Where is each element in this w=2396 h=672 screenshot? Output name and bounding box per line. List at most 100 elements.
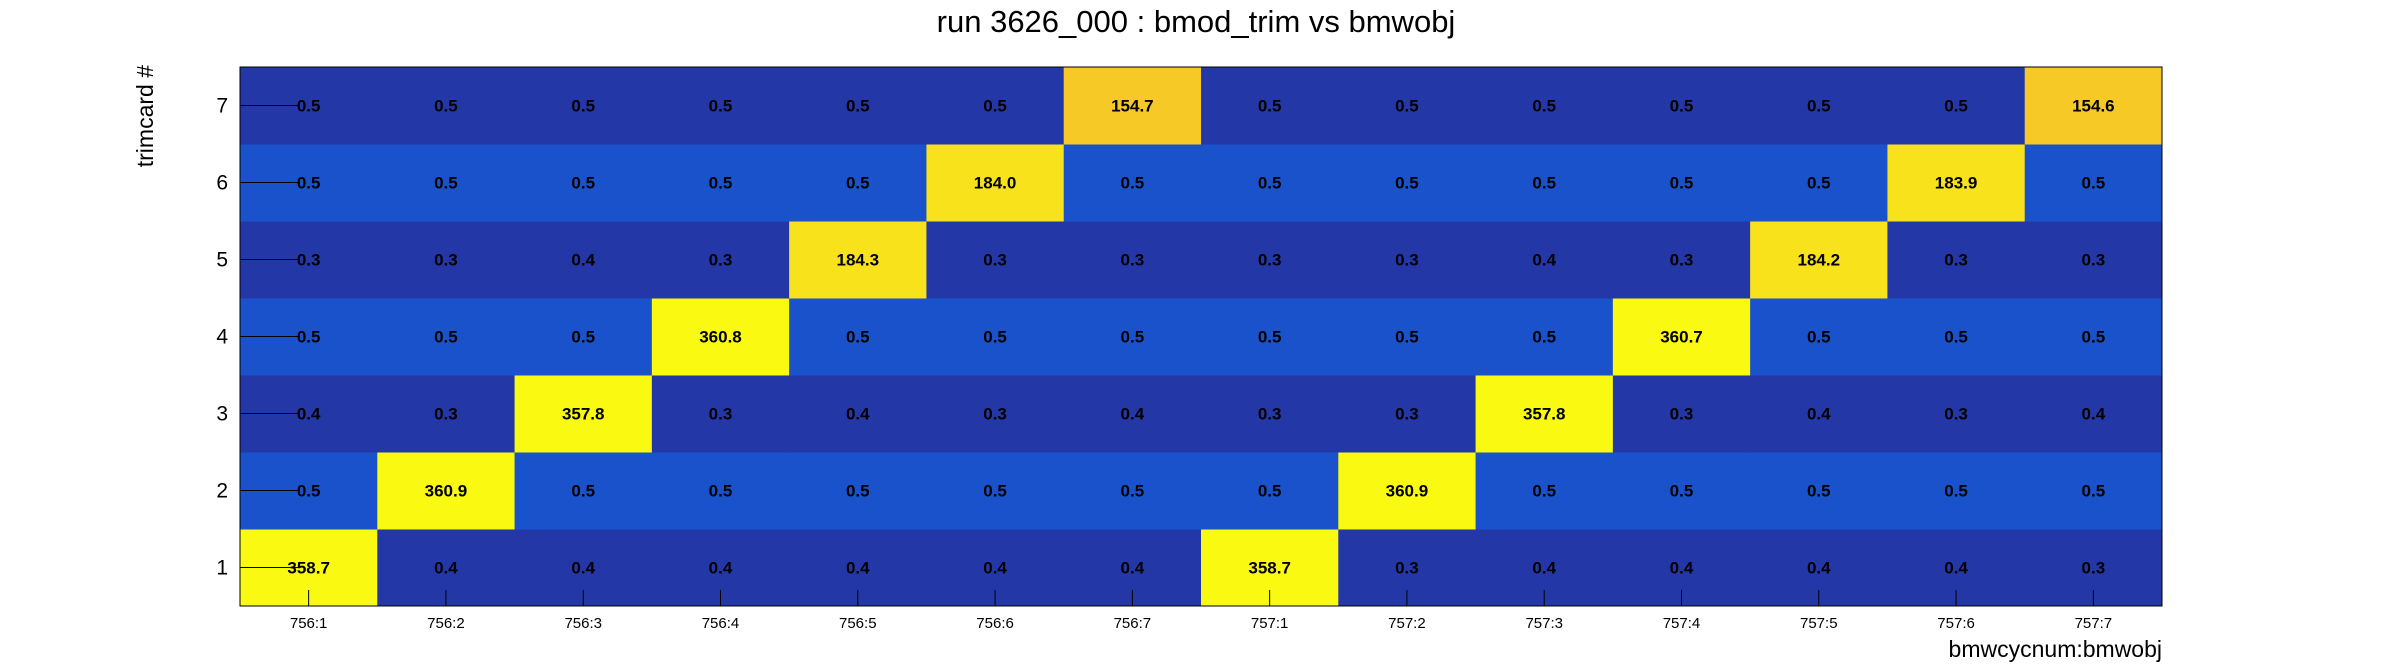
x-tick-label: 756:6 (976, 615, 1014, 632)
heatmap-cell (514, 67, 653, 145)
cell-value-label: 0.5 (846, 482, 870, 501)
cell-value-label: 360.9 (425, 482, 468, 501)
heatmap-cell (1475, 452, 1614, 530)
cell-value-label: 0.4 (1121, 559, 1145, 578)
cell-value-label: 0.3 (1395, 559, 1419, 578)
cell-value-label: 0.3 (709, 251, 733, 270)
heatmap-cell (1475, 298, 1614, 376)
heatmap-cell (377, 144, 516, 222)
cell-value-label: 357.8 (1523, 405, 1566, 424)
heatmap-cell (514, 144, 653, 222)
cell-value-label: 0.5 (1121, 328, 1145, 347)
heatmap-cell (1063, 298, 1202, 376)
heatmap-cell (1750, 375, 1888, 453)
cell-value-label: 154.7 (1111, 97, 1154, 116)
cell-value-label: 0.5 (1258, 482, 1282, 501)
cell-value-label: 0.5 (846, 174, 870, 193)
cell-value-label: 0.5 (434, 174, 458, 193)
cell-value-label: 0.4 (1670, 559, 1694, 578)
cell-value-label: 0.4 (1807, 405, 1831, 424)
cell-value-label: 0.3 (983, 251, 1007, 270)
cell-value-label: 0.4 (1121, 405, 1145, 424)
cell-value-label: 0.5 (1944, 328, 1968, 347)
heatmap-cell (789, 67, 927, 145)
heatmap-cell (651, 144, 790, 222)
cell-value-label: 184.3 (837, 251, 880, 270)
x-tick-label: 757:2 (1388, 615, 1426, 632)
cell-value-label: 0.5 (1944, 97, 1968, 116)
cell-value-label: 0.5 (709, 97, 733, 116)
cell-value-label: 360.9 (1386, 482, 1429, 501)
heatmap-cell (2024, 298, 2163, 376)
heatmap-cell (2024, 452, 2163, 530)
heatmap-cell (514, 452, 653, 530)
heatmap-cell (1475, 375, 1614, 453)
heatmap-cell (1612, 452, 1751, 530)
cell-value-label: 0.5 (1121, 482, 1145, 501)
cell-value-label: 0.4 (846, 559, 870, 578)
cell-value-label: 0.4 (297, 405, 321, 424)
heatmap-cell (1612, 144, 1751, 222)
cell-value-label: 0.5 (571, 97, 595, 116)
cell-value-label: 0.3 (1395, 405, 1419, 424)
y-tick-label: 7 (216, 95, 228, 118)
heatmap-cell-labels: 358.7 0.4 0.4 0.4 0.4 0.4 0.4 358.7 0.3 0.4 0.4 0.4… (287, 97, 2114, 578)
heatmap-cell (2024, 375, 2163, 453)
cell-value-label: 0.3 (983, 405, 1007, 424)
heatmap-cell (1475, 221, 1614, 299)
cell-value-label: 0.4 (571, 251, 595, 270)
cell-value-label: 0.3 (1395, 251, 1419, 270)
cell-value-label: 0.3 (2082, 251, 2106, 270)
heatmap-cell (1201, 144, 1339, 222)
x-tick-label: 756:1 (290, 615, 328, 632)
cell-value-label: 0.5 (846, 328, 870, 347)
heatmap-cell (1887, 375, 2026, 453)
heatmap-cell (1201, 375, 1339, 453)
cell-value-label: 0.5 (297, 328, 321, 347)
cell-value-label: 0.4 (2082, 405, 2106, 424)
cell-value-label: 0.4 (1532, 559, 1556, 578)
cell-value-label: 0.5 (571, 174, 595, 193)
y-tick-label: 6 (216, 172, 228, 195)
heatmap-cell (651, 298, 790, 376)
cell-value-label: 0.3 (1944, 251, 1968, 270)
cell-value-label: 0.5 (709, 482, 733, 501)
heatmap-cell (651, 221, 790, 299)
heatmap-cell (1612, 375, 1751, 453)
cell-value-label: 0.5 (709, 174, 733, 193)
x-tick-label: 756:2 (427, 615, 465, 632)
heatmap-cell (1201, 67, 1339, 145)
heatmap-cell (514, 298, 653, 376)
cell-value-label: 0.3 (1258, 251, 1282, 270)
heatmap-cell (1750, 298, 1888, 376)
heatmap-cell (1750, 144, 1888, 222)
heatmap-cell (377, 221, 516, 299)
cell-value-label: 360.8 (699, 328, 742, 347)
heatmap-cell (926, 144, 1065, 222)
heatmap-cell (377, 452, 516, 530)
heatmap-cell (1750, 452, 1888, 530)
cell-value-label: 0.5 (2082, 328, 2106, 347)
heatmap-cell (1338, 67, 1477, 145)
cell-value-label: 0.5 (1532, 97, 1556, 116)
cell-value-label: 0.4 (983, 559, 1007, 578)
cell-value-label: 0.4 (1944, 559, 1968, 578)
heatmap-cell (377, 375, 516, 453)
x-tick-label: 757:4 (1663, 615, 1701, 632)
x-tick-label: 756:5 (839, 615, 877, 632)
heatmap-cell (1063, 452, 1202, 530)
heatmap-cell (1887, 298, 2026, 376)
heatmap-cell (651, 67, 790, 145)
cell-value-label: 183.9 (1935, 174, 1978, 193)
heatmap-cell (2024, 144, 2163, 222)
chart-title: run 3626_000 : bmod_trim vs bmwobj (937, 4, 1456, 39)
cell-value-label: 0.5 (1258, 328, 1282, 347)
x-tick-label: 757:3 (1525, 615, 1563, 632)
heatmap-cell (1338, 452, 1477, 530)
cell-value-label: 0.3 (1670, 251, 1694, 270)
cell-value-label: 0.3 (1258, 405, 1282, 424)
cell-value-label: 0.5 (1395, 328, 1419, 347)
cell-value-label: 0.5 (983, 97, 1007, 116)
heatmap-cell (1475, 144, 1614, 222)
heatmap-cell (1612, 221, 1751, 299)
